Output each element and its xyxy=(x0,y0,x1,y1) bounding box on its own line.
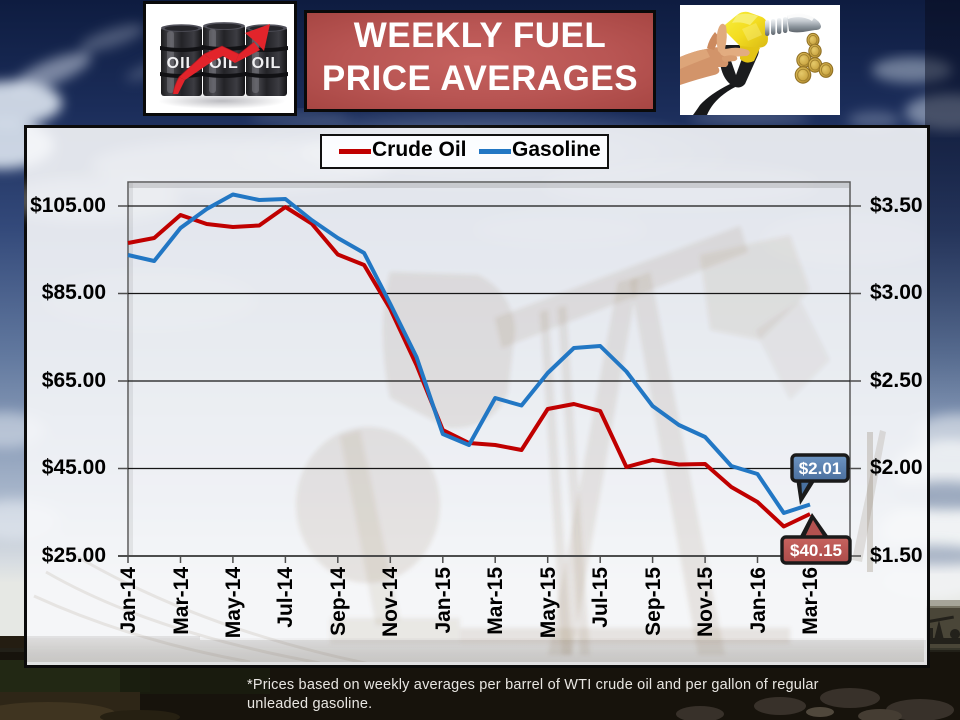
svg-text:$40.15: $40.15 xyxy=(790,541,842,560)
svg-text:$2.01: $2.01 xyxy=(799,459,842,478)
svg-text:OIL: OIL xyxy=(167,55,197,72)
svg-text:OIL: OIL xyxy=(252,55,282,72)
